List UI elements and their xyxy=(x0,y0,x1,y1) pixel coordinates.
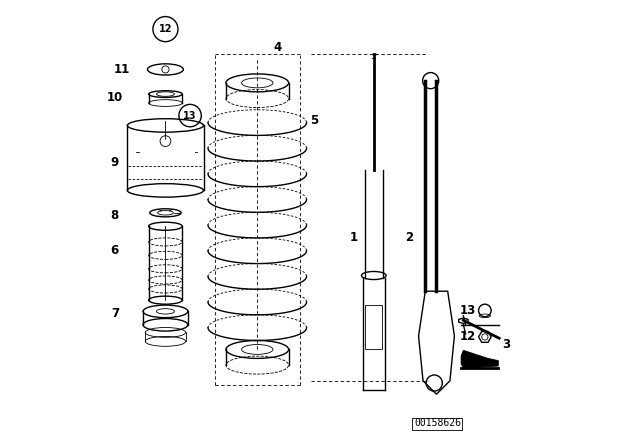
Polygon shape xyxy=(461,350,499,368)
Bar xyxy=(412,418,463,430)
Text: 11: 11 xyxy=(114,63,130,76)
Text: 5: 5 xyxy=(310,114,319,128)
Text: 3: 3 xyxy=(502,338,511,352)
Text: 9: 9 xyxy=(111,155,119,169)
Text: 00158626: 00158626 xyxy=(414,418,461,428)
Bar xyxy=(365,305,382,349)
Text: 4: 4 xyxy=(273,40,282,54)
Text: 6: 6 xyxy=(111,244,119,258)
Text: 1: 1 xyxy=(349,231,358,244)
Text: 13: 13 xyxy=(183,111,197,121)
Text: 13: 13 xyxy=(460,304,476,317)
Text: 8: 8 xyxy=(111,208,119,222)
Text: 12: 12 xyxy=(159,24,172,34)
Text: 12: 12 xyxy=(460,330,476,344)
Text: 7: 7 xyxy=(111,307,119,320)
Text: 10: 10 xyxy=(107,90,123,104)
Text: 2: 2 xyxy=(404,231,413,244)
